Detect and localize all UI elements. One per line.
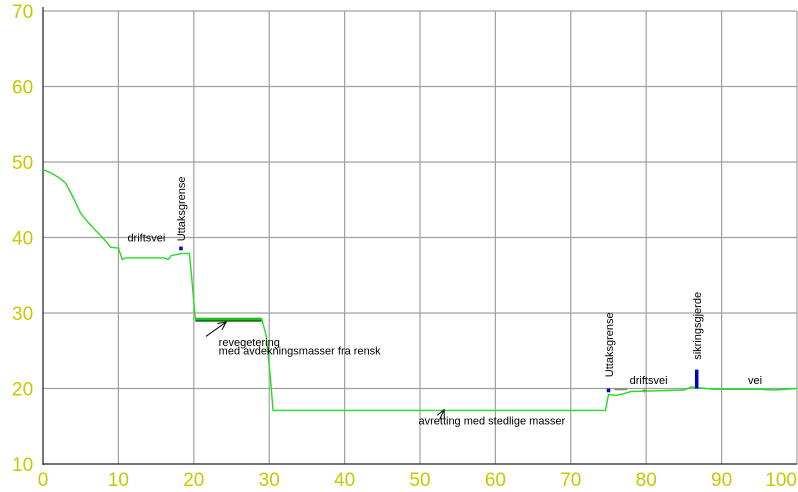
- annotation-label: sikringsgjerde: [692, 292, 704, 360]
- terrain-profile-line: [42, 168, 798, 412]
- y-tick-label: 50: [12, 153, 33, 174]
- marker-layer: +: [179, 246, 699, 397]
- x-tick-label: 20: [183, 470, 204, 491]
- arrow-layer: [205, 321, 445, 420]
- arrow-line: [205, 321, 227, 337]
- x-tick-label: 50: [409, 470, 430, 491]
- annotation-label: Uttaksgrense: [176, 176, 188, 241]
- x-tick-label: 0: [38, 470, 49, 491]
- grid: [42, 7, 798, 465]
- arrow-line: [439, 409, 445, 420]
- y-tick-label: 30: [12, 304, 33, 325]
- series-layer: [42, 168, 798, 412]
- x-tick-label: 30: [259, 470, 280, 491]
- annotation-label: med avdekningsmasser fra rensk: [219, 346, 382, 358]
- plus-mark: +: [642, 386, 648, 397]
- x-axis-ticks: 0 10 20 30 40 50 60 70 80 90 100: [38, 470, 797, 491]
- y-axis-ticks: 10 20 30 40 50 60 70: [12, 2, 33, 476]
- x-tick-label: 40: [334, 470, 355, 491]
- arrow-head: [436, 408, 445, 419]
- x-tick-label: 70: [560, 470, 581, 491]
- x-tick-label: 100: [765, 470, 797, 491]
- y-tick-label: 70: [12, 2, 33, 23]
- y-tick-label: 40: [12, 229, 33, 250]
- y-tick-label: 10: [12, 455, 33, 476]
- arrow-head: [217, 321, 228, 331]
- annotation-label: driftsvei: [127, 232, 165, 244]
- x-tick-label: 80: [636, 470, 657, 491]
- y-tick-label: 20: [12, 380, 33, 401]
- annotation-label: vei: [748, 375, 762, 387]
- y-tick-label: 60: [12, 78, 33, 99]
- annotation-label: driftsvei: [630, 375, 668, 387]
- annotation-label: Uttaksgrense: [604, 312, 616, 377]
- annotation-label: revegetering: [219, 337, 280, 349]
- x-tick-label: 60: [485, 470, 506, 491]
- x-tick-label: 90: [711, 470, 732, 491]
- annotation-label: avretting med stedlige masser: [418, 416, 565, 428]
- x-tick-label: 10: [108, 470, 129, 491]
